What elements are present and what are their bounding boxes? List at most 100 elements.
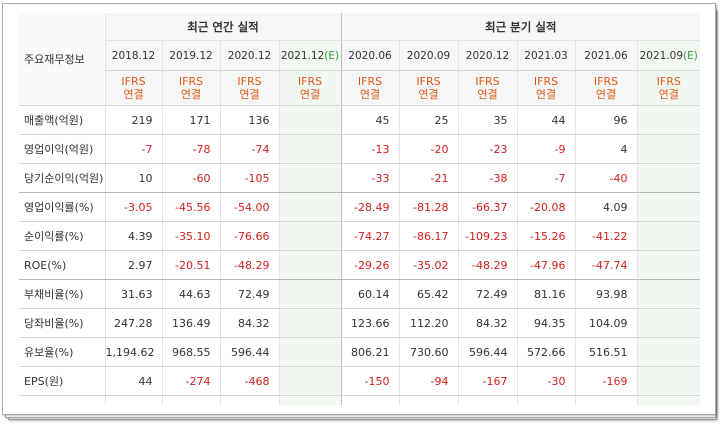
financial-summary-table-frame: 주요재무정보 최근 연간 실적 최근 분기 실적 2018.12 2019.12 2… <box>19 13 700 405</box>
table-cell: -30 <box>516 366 575 396</box>
table-cell <box>457 395 517 405</box>
table-row: EPS(원) 44 -274 -468 -150 -94 -167 -30 -169 <box>19 366 700 396</box>
table-cell: -35.10 <box>161 221 220 251</box>
row-label: 유보율(%) <box>19 337 105 367</box>
row-label: ROE(%) <box>19 250 105 280</box>
table-cell: 112.20 <box>398 308 458 338</box>
consolidated-label: 연결 <box>535 88 557 101</box>
table-cell: -468 <box>219 366 279 396</box>
accounting-basis-header: IFRS 연결 <box>104 70 162 106</box>
table-cell: -7 <box>516 163 575 193</box>
period-label: 2021.09 <box>639 49 684 62</box>
table-cell: 10 <box>104 163 162 193</box>
table-cell: -109.23 <box>457 221 517 251</box>
table-cell: -105 <box>219 163 279 193</box>
table-cell: 31.63 <box>104 279 162 309</box>
table-cell: -74 <box>219 134 279 164</box>
accounting-basis-header: IFRS 연결 <box>278 70 341 106</box>
ifrs-header-row: IFRS 연결 IFRS 연결 IFRS 연결 IFRS 연결 IFRS 연결 IFRS 연결 IFRS… <box>19 70 700 106</box>
table-cell: -28.49 <box>340 192 399 222</box>
table-cell <box>278 163 341 193</box>
table-cell: 219 <box>104 105 162 135</box>
table-cell <box>219 395 279 405</box>
period-header: 2020.12 <box>457 40 517 71</box>
table-cell: -21 <box>398 163 458 193</box>
table-cell: -54.00 <box>219 192 279 222</box>
table-cell: 44 <box>516 105 575 135</box>
table-cell <box>104 395 162 405</box>
table-cell: -40 <box>574 163 637 193</box>
table-cell: -20.08 <box>516 192 575 222</box>
period-label: 2018.12 <box>111 49 156 62</box>
table-cell: 4.09 <box>574 192 637 222</box>
row-label: 부채비율(%) <box>19 279 105 309</box>
table-cell: 84.32 <box>219 308 279 338</box>
period-label: 2020.09 <box>406 49 451 62</box>
consolidated-label: 연결 <box>299 88 321 101</box>
ifrs-label: IFRS <box>475 75 500 88</box>
row-label: 매출액(억원) <box>19 105 105 135</box>
consolidated-label: 연결 <box>123 88 144 101</box>
table-cell: 72.49 <box>457 279 517 309</box>
period-header: 2020.12 <box>219 40 279 71</box>
table-cell: -3.05 <box>104 192 162 222</box>
table-row: 당기순이익(억원) 10 -60 -105 -33 -21 -38 -7 -40 <box>19 163 700 193</box>
table-cell: -29.26 <box>340 250 399 280</box>
consolidated-label: 연결 <box>418 88 439 101</box>
table-cell: -47.74 <box>574 250 637 280</box>
table-cell: 60.14 <box>340 279 399 309</box>
table-cell: -167 <box>457 366 517 396</box>
table-row: 매출액(억원) 219 171 136 45 25 35 44 96 <box>19 105 700 135</box>
table-cell: 136 <box>219 105 279 135</box>
table-cell <box>278 279 341 309</box>
period-label: 2019.12 <box>169 49 213 62</box>
table-cell <box>636 366 700 396</box>
row-label: EPS(원) <box>19 366 105 396</box>
ifrs-label: IFRS <box>593 75 619 88</box>
table-cell <box>340 395 399 405</box>
table-cell: 72.49 <box>219 279 279 309</box>
consolidated-label: 연결 <box>180 88 202 101</box>
table-cell: -9 <box>516 134 575 164</box>
table-cell: 516.51 <box>574 337 637 367</box>
quarterly-group-header: 최근 분기 실적 <box>340 13 700 41</box>
table-cell <box>278 192 341 222</box>
ifrs-label: IFRS <box>178 75 204 88</box>
table-cell: -33 <box>340 163 399 193</box>
period-label: 2021.03 <box>524 49 568 62</box>
row-label: 당기순이익(억원) <box>19 163 105 193</box>
accounting-basis-header: IFRS 연결 <box>161 70 220 106</box>
table-cell <box>636 279 700 309</box>
table-cell: -48.29 <box>457 250 517 280</box>
ifrs-label: IFRS <box>533 75 559 88</box>
table-row <box>19 395 700 405</box>
table-cell: 968.55 <box>161 337 220 367</box>
table-cell <box>278 134 341 164</box>
table-cell: 96 <box>574 105 637 135</box>
accounting-basis-header: IFRS 연결 <box>516 70 575 106</box>
table-cell: 806.21 <box>340 337 399 367</box>
table-cell: 136.49 <box>161 308 220 338</box>
period-label: 2021.06 <box>584 49 628 62</box>
table-cell <box>636 192 700 222</box>
table-cell: -35.02 <box>398 250 458 280</box>
table-cell <box>636 134 700 164</box>
row-label: 순이익률(%) <box>19 221 105 251</box>
estimate-marker: (E) <box>683 49 698 62</box>
table-cell: -41.22 <box>574 221 637 251</box>
table-cell: 44.63 <box>161 279 220 309</box>
table-cell: 247.28 <box>104 308 162 338</box>
table-cell <box>278 395 341 405</box>
table-cell: 171 <box>161 105 220 135</box>
table-cell <box>636 337 700 367</box>
consolidated-label: 연결 <box>595 88 617 101</box>
table-cell: 596.44 <box>457 337 517 367</box>
accounting-basis-header: IFRS 연결 <box>574 70 637 106</box>
period-label: 2020.12 <box>227 49 272 62</box>
table-cell: -150 <box>340 366 399 396</box>
row-label: 영업이익률(%) <box>19 192 105 222</box>
table-cell <box>161 395 220 405</box>
row-label: 영업이익(억원) <box>19 134 105 164</box>
table-row: 순이익률(%) 4.39 -35.10 -76.66 -74.27 -86.17 -109.… <box>19 221 700 251</box>
table-cell <box>278 105 341 135</box>
